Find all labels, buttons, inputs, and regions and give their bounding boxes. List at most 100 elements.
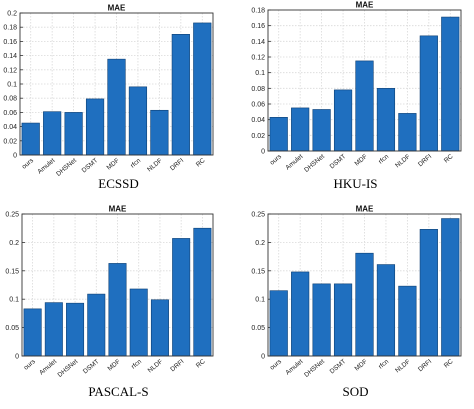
bar-rfcn: [376, 264, 396, 357]
x-tick-label: DRFI: [417, 153, 433, 168]
y-tick-label: 0.2: [9, 240, 19, 247]
bar-ours: [21, 122, 40, 156]
y-tick-label: 0.1: [255, 70, 265, 77]
axes-frame: [19, 12, 214, 156]
x-tick-label: MDF: [106, 358, 121, 372]
chart-title: MAE: [108, 4, 126, 13]
bar-dsmt: [87, 293, 106, 357]
y-tick-label: 0.14: [3, 53, 17, 60]
y-tick-label: 0.2: [255, 240, 265, 247]
caption-sod: SOD: [342, 384, 369, 399]
chart-panel-2: 0 0.02 0.04 0.06 0.08 0.1 0.12 0.14 0.16 0.18 ours…: [251, 1, 462, 174]
x-tick-label: rfcn: [130, 358, 143, 371]
y-tick-label: 0: [261, 149, 265, 156]
y-tick-label: 0.1: [9, 297, 19, 304]
y-tick-label: 0.18: [251, 8, 265, 15]
bar-rc: [441, 218, 460, 357]
bar-mdf: [108, 263, 127, 357]
x-tick-label: DHSNet: [57, 358, 80, 379]
bar-nldf: [150, 299, 169, 357]
y-tick-label: 0.05: [251, 325, 265, 332]
y-tick-label: 0.18: [3, 25, 17, 32]
x-tick-label: ours: [269, 153, 284, 167]
x-tick-label: DSMT: [81, 157, 100, 174]
bar-ours: [23, 308, 42, 357]
bar-mdf: [355, 60, 374, 152]
x-tick-label: Amulet: [38, 358, 58, 376]
x-tick-label: RC: [443, 153, 455, 165]
x-tick-label: DRFI: [169, 157, 185, 172]
bar-rfcn: [376, 88, 396, 152]
bar-dsmt: [85, 98, 105, 156]
y-tick-label: 0.14: [251, 39, 265, 46]
axes-frame: [21, 213, 214, 357]
chart-title: MAE: [356, 1, 374, 10]
x-tick-label: NLDF: [394, 153, 412, 169]
y-tick-label: 0: [261, 354, 265, 361]
caption-ecssd: ECSSD: [98, 176, 139, 191]
y-tick-label: 0.2: [7, 11, 17, 18]
x-tick-label: MDF: [353, 153, 368, 167]
bar-amulet: [291, 107, 310, 152]
x-tick-label: ours: [21, 157, 36, 171]
bar-dhsnet: [66, 302, 85, 357]
y-tick-label: 0: [15, 354, 19, 361]
y-tick-label: 0.1: [7, 82, 17, 89]
bar-rc: [193, 22, 212, 156]
bar-drfi: [419, 229, 438, 357]
x-tick-label: Amulet: [284, 358, 304, 376]
bar-rfcn: [129, 288, 148, 357]
chart-title: MAE: [356, 205, 374, 214]
x-tick-label: DRFI: [417, 358, 433, 373]
x-tick-label: NLDF: [146, 157, 164, 173]
x-tick-label: rfcn: [377, 153, 390, 166]
x-tick-label: NLDF: [394, 358, 412, 374]
x-tick-label: DRFI: [169, 358, 185, 373]
y-tick-label: 0.15: [251, 268, 265, 275]
x-tick-label: DHSNet: [303, 358, 326, 379]
y-tick-label: 0.25: [5, 212, 19, 219]
x-tick-label: DSMT: [329, 153, 348, 170]
y-tick-label: 0.12: [251, 55, 265, 62]
x-tick-label: MDF: [105, 157, 120, 171]
bar-dhsnet: [64, 112, 83, 156]
x-tick-label: MDF: [353, 358, 368, 372]
x-tick-label: RC: [443, 358, 455, 370]
x-tick-label: rfcn: [377, 358, 390, 371]
y-tick-label: 0.16: [251, 23, 265, 30]
x-tick-label: RC: [195, 358, 207, 370]
y-tick-label: 0.02: [3, 138, 17, 145]
bar-rc: [441, 16, 460, 152]
y-tick-label: 0.1: [255, 297, 265, 304]
y-tick-label: 0.15: [5, 268, 19, 275]
bar-dhsnet: [312, 283, 331, 357]
y-tick-label: 0.05: [5, 325, 19, 332]
x-tick-label: DHSNet: [303, 153, 326, 174]
y-tick-label: 0.02: [251, 133, 265, 140]
y-tick-label: 0.08: [3, 96, 17, 103]
x-tick-label: RC: [195, 157, 207, 169]
bar-mdf: [355, 252, 374, 357]
bar-dsmt: [333, 89, 353, 152]
bar-amulet: [44, 302, 63, 357]
bar-nldf: [150, 109, 169, 156]
y-tick-label: 0.04: [3, 124, 17, 131]
x-tick-label: Amulet: [284, 153, 304, 171]
axes-frame: [267, 9, 462, 152]
x-tick-label: rfcn: [129, 157, 142, 170]
x-tick-label: Amulet: [36, 157, 56, 175]
x-tick-label: DHSNet: [55, 157, 78, 178]
y-tick-label: 0.04: [251, 117, 265, 124]
bar-nldf: [398, 113, 417, 152]
y-tick-label: 0.06: [3, 110, 17, 117]
bar-rc: [193, 227, 212, 357]
caption-hku-is: HKU-IS: [333, 176, 378, 191]
bar-drfi: [419, 35, 438, 152]
y-tick-label: 0.12: [3, 67, 17, 74]
bar-dhsnet: [312, 109, 331, 152]
axes-frame: [267, 213, 462, 357]
bar-ours: [269, 117, 288, 152]
